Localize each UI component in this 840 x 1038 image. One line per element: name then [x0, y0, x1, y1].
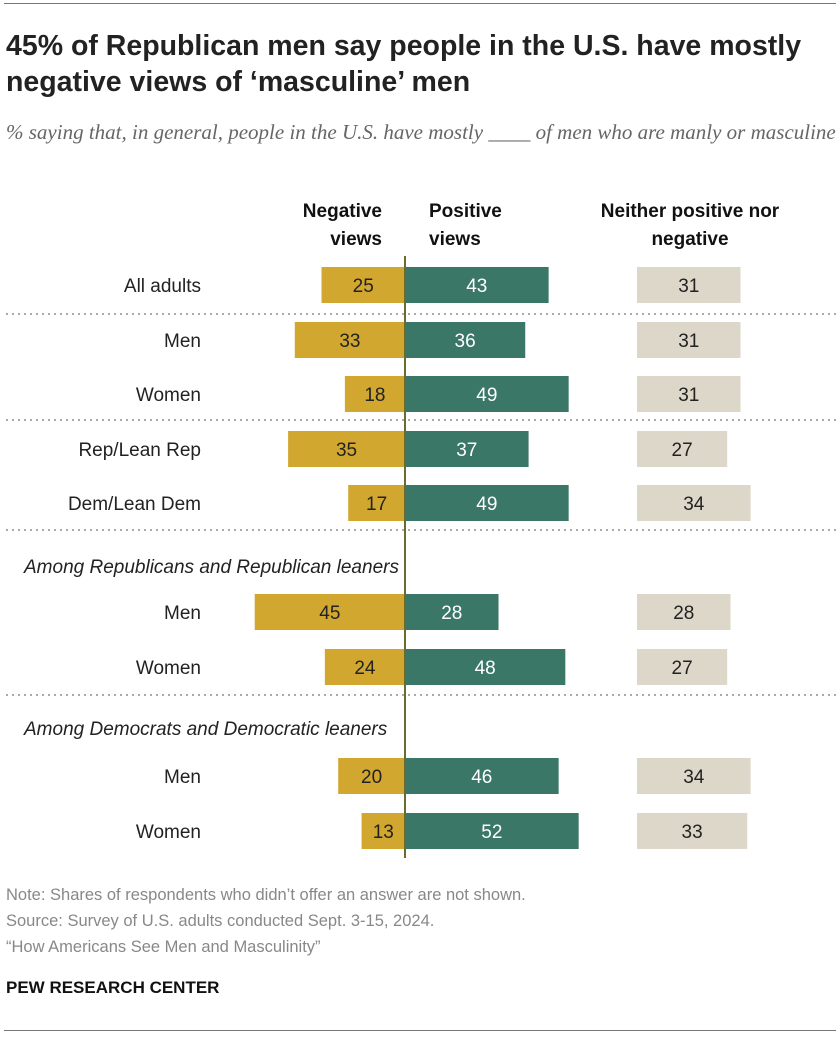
bar-neither — [637, 322, 741, 358]
row-label: Women — [136, 658, 201, 679]
bar-neither — [637, 267, 741, 303]
bar-negative — [294, 322, 405, 358]
top-rule — [4, 3, 836, 4]
row-label: Women — [136, 822, 201, 843]
bar-neither — [637, 376, 741, 412]
value-negative: 17 — [366, 494, 387, 515]
bar-negative — [321, 267, 405, 303]
value-neither: 34 — [683, 494, 705, 515]
bar-neither — [637, 813, 748, 849]
value-neither: 33 — [682, 822, 703, 843]
bar-neither — [637, 594, 731, 630]
value-negative: 35 — [336, 440, 357, 461]
value-neither: 27 — [672, 440, 693, 461]
value-positive: 48 — [475, 658, 496, 679]
bar-positive — [405, 649, 566, 685]
value-negative: 13 — [373, 822, 394, 843]
bar-positive — [405, 431, 529, 467]
bar-positive — [405, 758, 559, 794]
value-positive: 43 — [466, 276, 487, 297]
value-negative: 24 — [354, 658, 376, 679]
bottom-rule — [4, 1030, 836, 1031]
bar-positive — [405, 376, 569, 412]
bar-positive — [405, 485, 569, 521]
value-neither: 31 — [678, 276, 699, 297]
value-positive: 49 — [476, 385, 497, 406]
value-negative: 33 — [339, 331, 360, 352]
bar-neither — [637, 431, 728, 467]
value-neither: 34 — [683, 767, 705, 788]
bar-neither — [637, 758, 751, 794]
bar-positive — [405, 322, 526, 358]
header-positive: Positive views — [429, 201, 502, 250]
row-label: All adults — [124, 276, 201, 297]
row-label: Men — [164, 603, 201, 624]
source: Source: Survey of U.S. adults conducted … — [6, 912, 435, 930]
bar-negative — [361, 813, 405, 849]
bar-neither — [637, 485, 751, 521]
row-label: Rep/Lean Rep — [78, 440, 201, 461]
group-label: Among Republicans and Republican leaners — [23, 557, 399, 578]
value-negative: 25 — [353, 276, 374, 297]
row-label: Women — [136, 385, 201, 406]
chart-title: 45% of Republican men say people in the … — [6, 30, 802, 98]
header-negative: Negative views — [302, 201, 382, 250]
bar-negative — [348, 485, 405, 521]
bar-positive — [405, 594, 499, 630]
value-negative: 18 — [364, 385, 385, 406]
bar-positive — [405, 267, 549, 303]
bar-positive — [405, 813, 579, 849]
row-label: Dem/Lean Dem — [68, 494, 201, 515]
value-positive: 46 — [471, 767, 492, 788]
brand-logo-text: PEW RESEARCH CENTER — [6, 978, 220, 997]
value-positive: 49 — [476, 494, 497, 515]
value-neither: 31 — [678, 331, 699, 352]
value-neither: 28 — [673, 603, 694, 624]
bar-negative — [288, 431, 405, 467]
value-negative: 45 — [319, 603, 340, 624]
bar-neither — [637, 649, 728, 685]
header-neither: Neither positive nor negative — [600, 201, 780, 250]
value-positive: 36 — [455, 331, 476, 352]
chart-subtitle: % saying that, in general, people in the… — [6, 120, 836, 144]
note: Note: Shares of respondents who didn’t o… — [6, 886, 526, 904]
value-positive: 28 — [441, 603, 462, 624]
row-label: Men — [164, 331, 201, 352]
bar-negative — [324, 649, 405, 685]
report-title: “How Americans See Men and Masculinity” — [6, 938, 321, 956]
bar-negative — [344, 376, 405, 412]
value-neither: 31 — [678, 385, 699, 406]
group-label: Among Democrats and Democratic leaners — [23, 719, 388, 740]
value-positive: 37 — [456, 440, 477, 461]
row-label: Men — [164, 767, 201, 788]
bar-negative — [254, 594, 405, 630]
value-positive: 52 — [481, 822, 502, 843]
value-neither: 27 — [672, 658, 693, 679]
bar-negative — [338, 758, 405, 794]
value-negative: 20 — [361, 767, 382, 788]
